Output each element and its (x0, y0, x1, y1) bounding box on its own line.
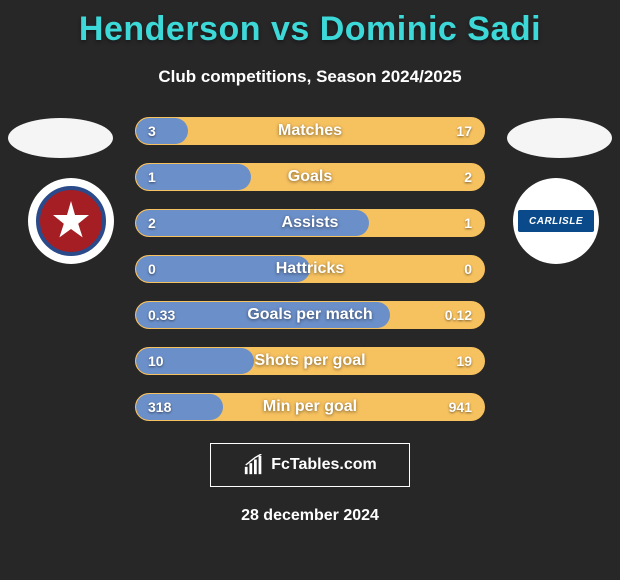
stat-row: 0.33 Goals per match 0.12 (135, 301, 485, 329)
stat-bar-left (136, 118, 188, 144)
stat-row: 10 Shots per goal 19 (135, 347, 485, 375)
stat-value-right: 941 (449, 399, 472, 415)
page-title: Henderson vs Dominic Sadi (0, 0, 620, 49)
stat-row: 0 Hattricks 0 (135, 255, 485, 283)
player2-avatar (507, 118, 612, 158)
stat-value-left: 1 (148, 169, 156, 185)
stat-value-left: 10 (148, 353, 164, 369)
stat-row: 318 Min per goal 941 (135, 393, 485, 421)
date: 28 december 2024 (0, 507, 620, 525)
stat-value-left: 3 (148, 123, 156, 139)
stat-row: 2 Assists 1 (135, 209, 485, 237)
player1-crest-inner (36, 186, 106, 256)
stat-value-left: 318 (148, 399, 171, 415)
stat-value-right: 0.12 (445, 307, 472, 323)
brand-text: FcTables.com (271, 456, 377, 474)
stat-bar-left (136, 256, 310, 282)
stat-value-left: 2 (148, 215, 156, 231)
stat-value-left: 0 (148, 261, 156, 277)
player2-crest: CARLISLE (513, 178, 599, 264)
stat-value-right: 19 (456, 353, 472, 369)
stat-value-left: 0.33 (148, 307, 175, 323)
stat-value-right: 0 (464, 261, 472, 277)
stat-bar-left (136, 210, 369, 236)
stat-value-right: 17 (456, 123, 472, 139)
stat-label: Matches (136, 122, 484, 140)
player1-avatar (8, 118, 113, 158)
brand-logo: FcTables.com (210, 443, 410, 487)
player1-crest (28, 178, 114, 264)
stat-value-right: 2 (464, 169, 472, 185)
stat-row: 3 Matches 17 (135, 117, 485, 145)
stat-value-right: 1 (464, 215, 472, 231)
chart-icon (243, 454, 265, 476)
stat-row: 1 Goals 2 (135, 163, 485, 191)
subtitle: Club competitions, Season 2024/2025 (0, 67, 620, 87)
stat-bars: 3 Matches 17 1 Goals 2 2 Assists 1 0 Hat… (135, 117, 485, 421)
player2-crest-label: CARLISLE (518, 210, 594, 232)
